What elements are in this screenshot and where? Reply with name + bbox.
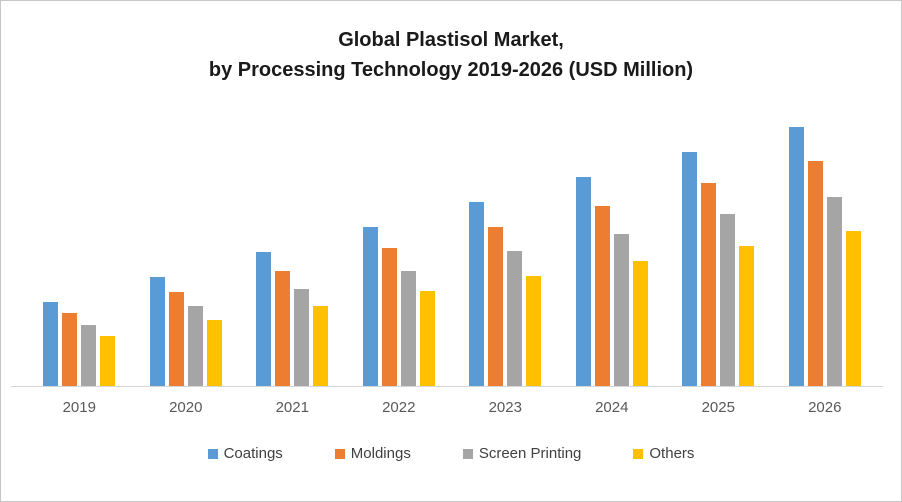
bar-moldings-2019 xyxy=(62,313,78,386)
bar-group-2020 xyxy=(133,116,240,386)
legend-swatch-coatings xyxy=(207,448,218,459)
bar-coatings-2024 xyxy=(575,177,591,386)
legend-swatch-screen-printing xyxy=(462,448,473,459)
legend: Coatings Moldings Screen Printing Others xyxy=(1,445,901,462)
x-axis-label-2019: 2019 xyxy=(62,399,96,416)
bar-screen-printing-2020 xyxy=(187,306,203,386)
bar-screen-printing-2021 xyxy=(294,289,310,386)
bar-coatings-2020 xyxy=(149,277,165,386)
bar-moldings-2026 xyxy=(807,161,823,386)
bar-group-2021 xyxy=(239,116,346,386)
bar-group-2022 xyxy=(346,116,453,386)
x-axis-label-2026: 2026 xyxy=(808,399,842,416)
x-axis-label-2025: 2025 xyxy=(701,399,735,416)
bar-screen-printing-2025 xyxy=(720,214,736,386)
bar-group-2023 xyxy=(452,116,559,386)
bar-group-2025 xyxy=(665,116,772,386)
bar-coatings-2019 xyxy=(43,302,59,386)
legend-item-others: Others xyxy=(633,445,694,462)
bar-group-2019 xyxy=(26,116,133,386)
bar-screen-printing-2022 xyxy=(400,271,416,386)
bar-others-2021 xyxy=(313,306,329,386)
x-axis-label-2024: 2024 xyxy=(595,399,629,416)
bar-others-2026 xyxy=(845,231,861,386)
legend-label-screen-printing: Screen Printing xyxy=(478,445,582,462)
x-axis-label-2023: 2023 xyxy=(488,399,522,416)
bar-coatings-2022 xyxy=(362,227,378,386)
bar-others-2024 xyxy=(632,261,648,386)
bar-moldings-2025 xyxy=(701,183,717,386)
bar-group-2026 xyxy=(772,116,879,386)
legend-label-coatings: Coatings xyxy=(223,445,283,462)
bar-coatings-2025 xyxy=(682,152,698,386)
chart-title: Global Plastisol Market, by Processing T… xyxy=(1,25,901,85)
bar-screen-printing-2024 xyxy=(613,234,629,386)
bar-others-2025 xyxy=(739,246,755,386)
chart-title-line2: by Processing Technology 2019-2026 (USD … xyxy=(208,59,694,81)
legend-item-screen-printing: Screen Printing xyxy=(462,445,582,462)
bar-others-2020 xyxy=(206,320,222,386)
x-axis-label-2021: 2021 xyxy=(275,399,309,416)
bar-moldings-2021 xyxy=(275,271,291,386)
x-axis-labels: 2019 2020 2021 2022 2023 2024 2025 2026 xyxy=(26,399,878,416)
bar-screen-printing-2026 xyxy=(826,197,842,386)
bar-coatings-2021 xyxy=(256,252,272,386)
bar-moldings-2020 xyxy=(168,292,184,386)
bar-moldings-2022 xyxy=(381,248,397,386)
bar-others-2019 xyxy=(100,336,116,386)
bar-group-2024 xyxy=(559,116,666,386)
x-axis-line xyxy=(11,386,883,387)
x-axis-label-2022: 2022 xyxy=(382,399,416,416)
legend-item-coatings: Coatings xyxy=(207,445,283,462)
legend-item-moldings: Moldings xyxy=(334,445,411,462)
bar-coatings-2023 xyxy=(469,202,485,386)
bar-screen-printing-2019 xyxy=(81,325,97,386)
chart-title-line1: Global Plastisol Market, xyxy=(338,29,564,51)
bar-others-2022 xyxy=(419,291,435,386)
bar-moldings-2023 xyxy=(488,227,504,386)
bar-others-2023 xyxy=(526,276,542,386)
x-axis-label-2020: 2020 xyxy=(169,399,203,416)
bar-moldings-2024 xyxy=(594,206,610,386)
legend-label-moldings: Moldings xyxy=(350,445,411,462)
legend-label-others: Others xyxy=(649,445,695,462)
bar-coatings-2026 xyxy=(788,127,804,386)
legend-swatch-moldings xyxy=(334,448,345,459)
legend-swatch-others xyxy=(633,448,644,459)
bar-screen-printing-2023 xyxy=(507,251,523,386)
bars-region xyxy=(26,116,878,386)
